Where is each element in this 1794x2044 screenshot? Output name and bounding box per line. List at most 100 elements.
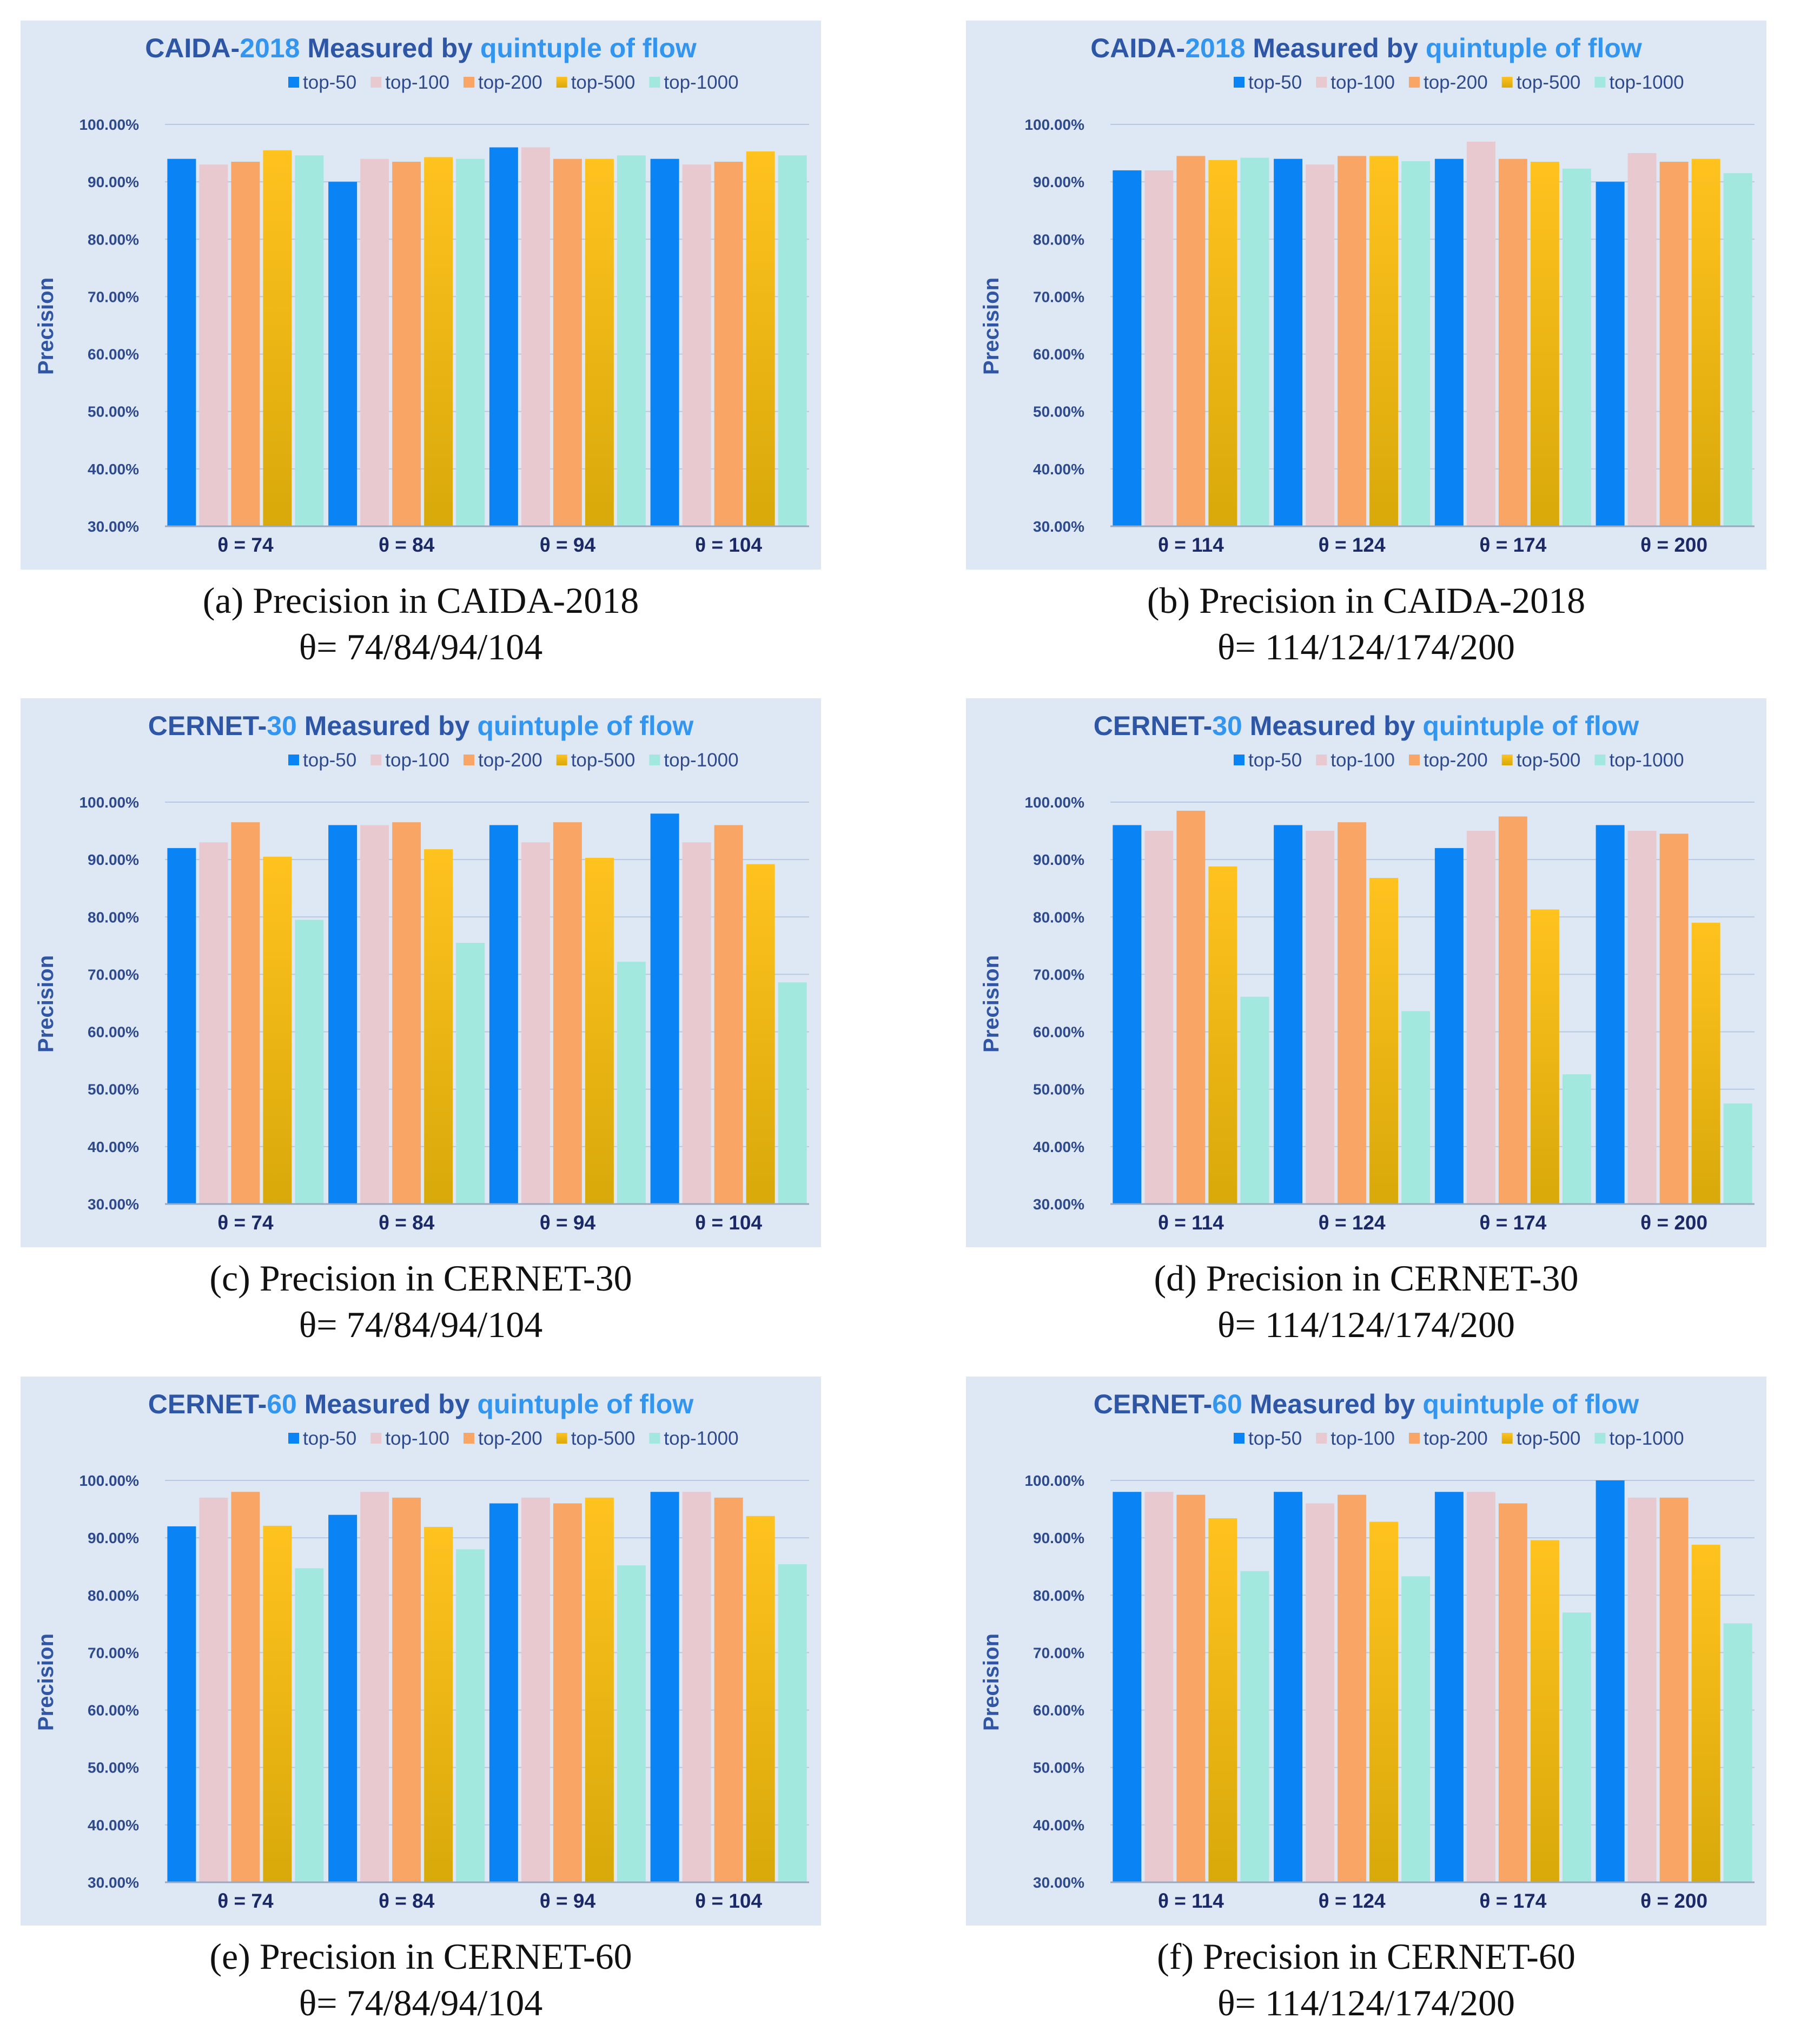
y-tick-label: 60.00%	[1033, 346, 1084, 363]
bar-top-50	[328, 1514, 358, 1882]
bar-top-500	[1369, 1522, 1399, 1882]
bar-top-200	[553, 822, 582, 1204]
bar-top-1000	[1401, 1011, 1431, 1204]
bar-top-200	[1176, 156, 1206, 527]
y-tick-label: 50.00%	[88, 403, 139, 420]
legend-label-top-500: top-500	[571, 750, 635, 771]
bar-top-1000	[295, 920, 324, 1204]
legend-label-top-1000: top-1000	[664, 1428, 738, 1449]
bar-top-50	[650, 813, 679, 1204]
y-tick-label: 60.00%	[88, 1702, 139, 1719]
chart-title-part: quintuple of flow	[1422, 711, 1639, 741]
x-tick-label: θ = 200	[1640, 1212, 1707, 1234]
y-tick-label: 40.00%	[1033, 1817, 1084, 1834]
y-tick-label: 30.00%	[1033, 518, 1084, 535]
bar-top-50	[1274, 158, 1303, 527]
chart-caption-line: θ= 74/84/94/104	[299, 1304, 543, 1345]
y-axis-label: Precision	[979, 955, 1003, 1053]
bar-top-500	[424, 849, 453, 1204]
chart-title-part: quintuple of flow	[1422, 1389, 1639, 1419]
bar-top-100	[1466, 141, 1495, 526]
legend-label-top-50: top-50	[303, 72, 356, 93]
chart-title-part: 60	[267, 1389, 297, 1419]
chart-title-part: CERNET-	[1094, 1389, 1212, 1419]
legend-label-top-50: top-50	[1248, 1428, 1302, 1449]
x-tick-label: θ = 114	[1158, 1890, 1224, 1912]
bar-top-50	[650, 158, 679, 527]
chart-panel-e: CERNET-60 Measured by quintuple of flow t…	[21, 1377, 821, 2023]
legend-label-top-500: top-500	[1517, 72, 1581, 93]
y-tick-label: 80.00%	[88, 909, 139, 925]
chart-panel-b: CAIDA-2018 Measured by quintuple of flow…	[966, 21, 1766, 667]
y-tick-label: 50.00%	[88, 1759, 139, 1776]
y-tick-label: 90.00%	[1033, 851, 1084, 868]
legend-swatch-top-1000	[1594, 77, 1606, 88]
legend-swatch-top-100	[370, 755, 382, 765]
legend-swatch-top-200	[463, 77, 474, 88]
chart-caption-line: (d) Precision in CERNET-30	[1154, 1258, 1578, 1299]
legend-label-top-500: top-500	[571, 1428, 635, 1449]
legend-label-top-1000: top-1000	[1609, 72, 1684, 93]
legend-label-top-100: top-100	[385, 750, 449, 771]
bar-top-500	[1369, 156, 1399, 527]
y-tick-label: 50.00%	[1033, 403, 1084, 420]
legend-swatch-top-50	[288, 77, 299, 88]
bar-top-200	[392, 161, 421, 526]
bar-top-200	[714, 161, 743, 526]
bar-top-200	[714, 825, 743, 1204]
chart-caption-line: (c) Precision in CERNET-30	[209, 1258, 632, 1299]
bar-top-100	[1466, 1492, 1495, 1882]
chart-panel-a: CAIDA-2018 Measured by quintuple of flow…	[21, 21, 821, 667]
bar-top-200	[392, 1497, 421, 1882]
y-tick-label: 50.00%	[1033, 1759, 1084, 1776]
bar-top-1000	[295, 1568, 324, 1882]
y-tick-label: 100.00%	[79, 116, 139, 133]
bar-top-1000	[617, 962, 646, 1204]
chart-title-part: 30	[1212, 711, 1242, 741]
chart-title-part: CAIDA-	[145, 33, 240, 63]
legend-label-top-200: top-200	[478, 750, 542, 771]
legend-label-top-100: top-100	[1330, 1428, 1395, 1449]
bar-top-100	[521, 842, 550, 1204]
chart-title-part: CAIDA-	[1090, 33, 1185, 63]
y-tick-label: 70.00%	[88, 288, 139, 305]
x-tick-label: θ = 94	[540, 1212, 596, 1234]
y-tick-label: 50.00%	[1033, 1081, 1084, 1098]
legend-swatch-top-1000	[1594, 1433, 1606, 1444]
bar-top-100	[682, 164, 711, 526]
x-tick-label: θ = 94	[540, 534, 596, 556]
bar-top-500	[424, 157, 453, 526]
bar-top-200	[231, 161, 260, 526]
bar-top-200	[714, 1497, 743, 1882]
legend-swatch-top-100	[1316, 77, 1327, 88]
bar-top-100	[1144, 1492, 1174, 1882]
bar-top-200	[1498, 158, 1527, 527]
chart-title-part: Measured by	[297, 711, 477, 741]
bar-top-500	[1369, 878, 1399, 1204]
legend-swatch-top-50	[288, 755, 299, 765]
x-tick-label: θ = 200	[1640, 534, 1707, 556]
bar-top-1000	[617, 155, 646, 526]
y-tick-label: 80.00%	[88, 231, 139, 248]
bar-top-100	[199, 1497, 228, 1882]
bar-top-200	[1659, 834, 1689, 1204]
y-tick-label: 40.00%	[88, 1139, 139, 1155]
bar-top-200	[1338, 822, 1367, 1204]
bar-top-50	[1274, 1492, 1303, 1882]
y-tick-label: 70.00%	[88, 1644, 139, 1661]
y-tick-label: 40.00%	[88, 461, 139, 478]
legend-label-top-1000: top-1000	[664, 750, 738, 771]
bar-top-200	[1338, 1494, 1367, 1882]
legend-label-top-500: top-500	[1517, 1428, 1581, 1449]
bar-top-500	[746, 864, 775, 1204]
x-tick-label: θ = 104	[695, 1212, 762, 1234]
x-tick-label: θ = 124	[1319, 1212, 1386, 1234]
legend-label-top-200: top-200	[478, 72, 542, 93]
bar-top-1000	[1401, 161, 1431, 527]
y-tick-label: 40.00%	[1033, 461, 1084, 478]
y-tick-label: 90.00%	[88, 851, 139, 868]
bar-top-1000	[1723, 173, 1752, 526]
bar-top-50	[1113, 1492, 1142, 1882]
bar-top-1000	[1723, 1103, 1752, 1204]
